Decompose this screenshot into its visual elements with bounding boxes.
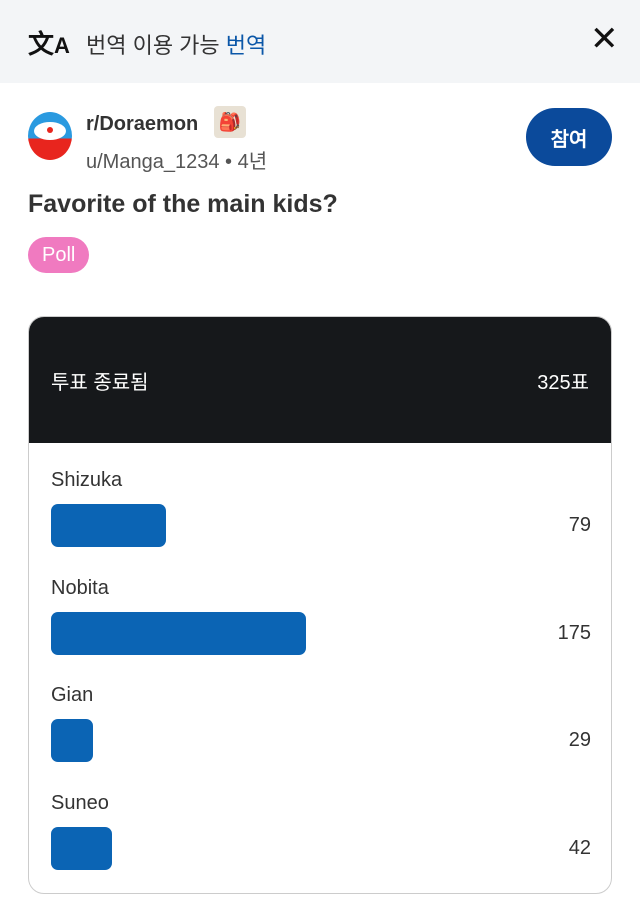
poll-option-votes: 79: [568, 514, 591, 536]
poll-option-bar: [51, 611, 307, 655]
poll-card: 투표 종료됨 325표 Shizuka 79 Nobita 175 Gian 29 S…: [28, 316, 612, 894]
translate-icon: 文A: [28, 29, 70, 59]
poll-option-votes: 29: [568, 729, 591, 751]
poll-option-label: Suneo: [51, 791, 109, 814]
poll-option-label: Gian: [51, 684, 94, 706]
post-age: 4년: [237, 151, 268, 173]
poll-option: Gian 29: [51, 684, 591, 784]
translate-link[interactable]: 번역: [225, 33, 267, 58]
translation-available-label: 번역 이용 가능: [86, 33, 220, 58]
poll-option: Shizuka 79: [51, 469, 591, 569]
poll-status: 투표 종료됨: [51, 371, 149, 394]
subreddit-name[interactable]: r/Doraemon: [86, 113, 199, 135]
poll-header: 투표 종료됨 325표: [29, 317, 611, 443]
poll-option-bar: [51, 504, 167, 547]
user-badge-icon: 🎒: [214, 106, 246, 138]
poll-option: Suneo 42: [51, 792, 591, 892]
poll-option-label: Shizuka: [51, 469, 123, 491]
post-meta: u/Manga_1234 • 4년: [86, 145, 267, 174]
poll-option: Nobita 175: [51, 577, 591, 677]
post-title: Favorite of the main kids?: [28, 190, 338, 218]
join-button[interactable]: 참여: [526, 108, 612, 166]
subreddit-avatar[interactable]: [28, 112, 72, 160]
author-link[interactable]: u/Manga_1234: [86, 151, 220, 173]
poll-option-bar: [51, 719, 94, 762]
poll-total-votes: 325표: [537, 371, 589, 394]
separator: •: [225, 151, 233, 173]
flair-badge[interactable]: Poll: [28, 237, 90, 273]
poll-option-votes: 175: [557, 621, 591, 644]
poll-option-bar: [51, 826, 113, 870]
close-icon[interactable]: ✕: [590, 20, 619, 58]
translation-text: 번역 이용 가능 번역: [86, 28, 266, 60]
translation-bar: 文A 번역 이용 가능 번역 ✕: [0, 0, 640, 83]
poll-option-votes: 42: [568, 836, 591, 859]
poll-option-label: Nobita: [51, 576, 109, 599]
